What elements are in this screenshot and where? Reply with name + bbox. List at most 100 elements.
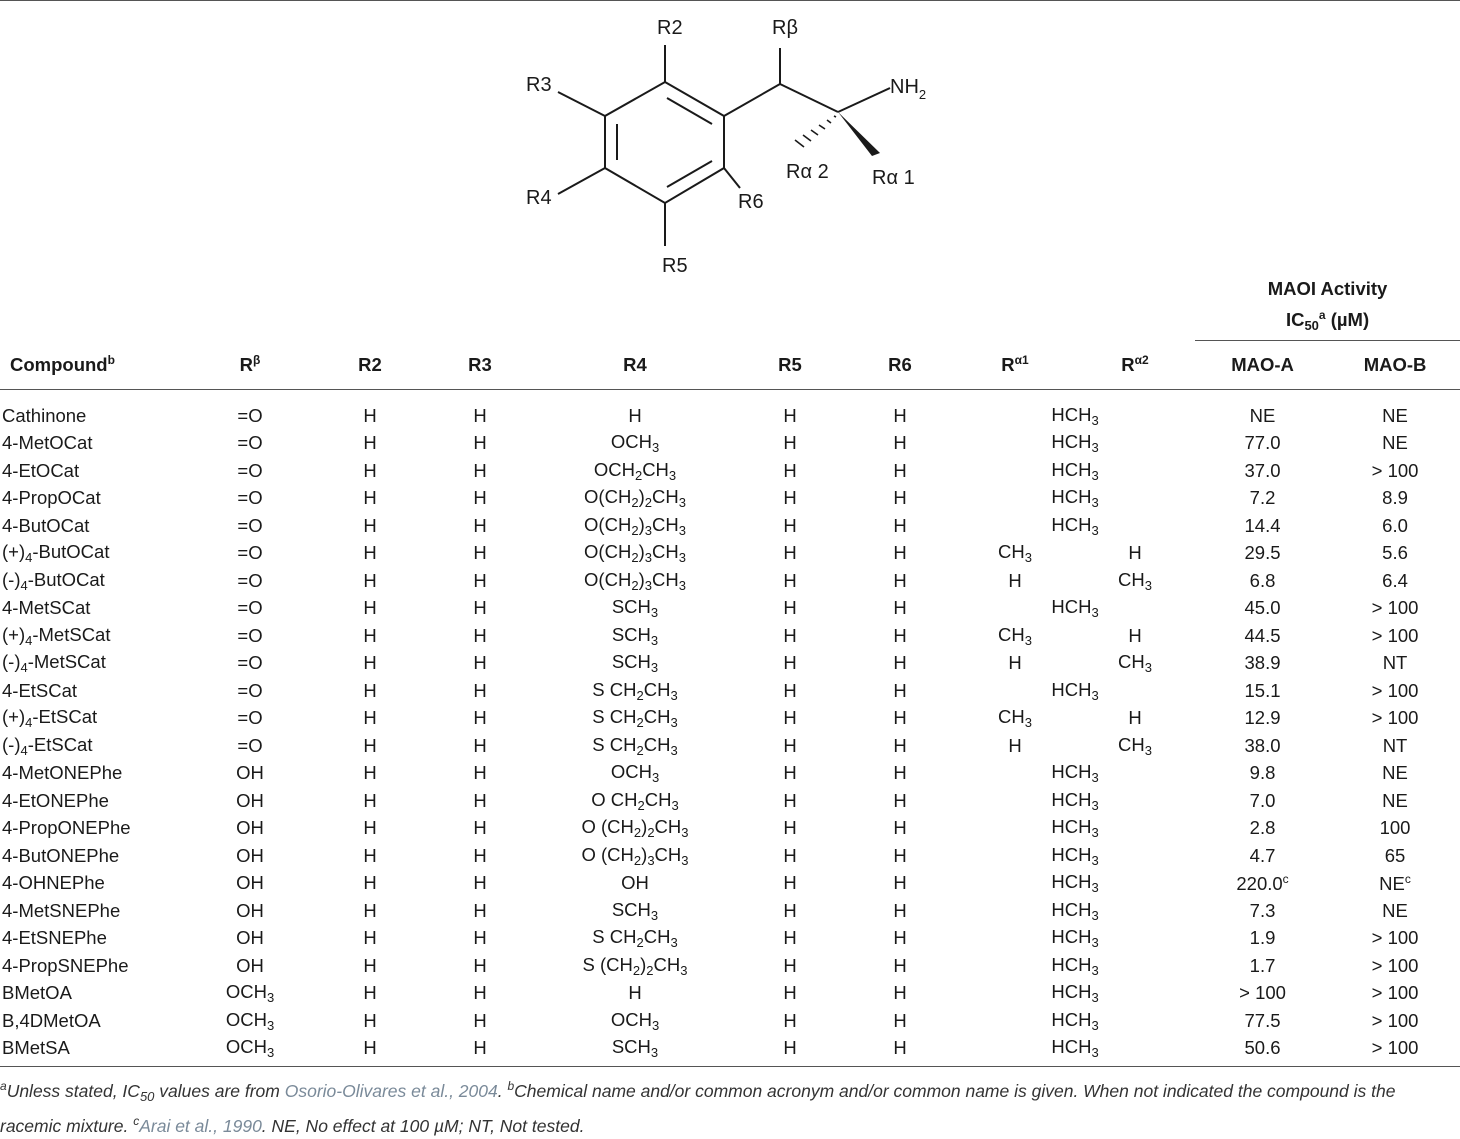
table-row: 4-EtSNEPhe OH H H S CH2CH3 H H HCH3 1.9 > 100 [0,925,1460,953]
cell-compound: BMetOA [2,982,72,1004]
cell-r3: H [425,1034,535,1067]
cell-r6: H [893,404,907,426]
cell-r4: S (CH2)2CH3 [582,953,688,978]
cell-ralpha2: H [1128,707,1142,729]
cell-r3: H [473,542,487,564]
cell-r6: H [893,872,907,894]
cell-maob: 6.4 [1382,569,1408,591]
cell-ralpha-merged: HCH3 [1051,926,1099,951]
cell-r3: H [473,789,487,811]
cell-maob: NT [1382,734,1408,756]
bond-ring-cbeta [723,83,781,117]
cell-r3: H [473,624,487,646]
table-row: (+)4-MetSCat =O H H SCH3 H H CH3 H 44.5 > 100 [0,622,1460,650]
cell-compound: 4-EtONEPhe [2,789,109,811]
cell-r4: H [628,404,642,426]
cell-r6: H [893,514,907,536]
cell-ralpha2: H [1128,624,1142,646]
cell-ralpha1: CH3 [998,623,1032,648]
cell-compound: (+)4-EtSCat [2,706,98,731]
cell-r6: H [893,679,907,701]
cell-r4: S CH2CH3 [592,733,678,758]
cell-r2: H [363,844,377,866]
cell-maob: NE [1382,762,1408,784]
cell-maoa: 2.8 [1249,817,1276,839]
cell-maob: NEc [1379,871,1411,894]
cell-r2: H [315,1034,425,1067]
cell-compound: (+)4-MetSCat [2,623,111,648]
cell-r3: H [473,679,487,701]
label-r3: R3 [526,74,552,96]
cell-compound: (-)4-EtSCat [2,733,93,758]
cell-r2: H [363,734,377,756]
cell-rbeta: OCH3 [185,1034,315,1067]
col-r3: R3 [425,340,535,390]
cell-r4: SCH3 [611,596,659,621]
table-body: Cathinone =O H H H H H HCH3 NE NE 4-MetOCat =O H H OCH… [0,390,1460,1067]
label-nh2: NH2 [890,76,926,102]
cell-maoa: 37.0 [1244,459,1281,481]
cell-r2: H [363,1009,377,1031]
cell-r3: H [473,652,487,674]
table-row: BMetOA OCH3 H H H H H HCH3 > 100 > 100 [0,980,1460,1008]
cell-r4: S CH2CH3 [592,706,678,731]
table-footnote: aUnless stated, IC50 values are from Oso… [0,1079,1396,1136]
cell-ralpha-merged: HCH3 [1051,761,1099,786]
cell-r4: O (CH2)2CH3 [581,816,689,841]
table-row: (+)4-EtSCat =O H H S CH2CH3 H H CH3 H 12.9 > 100 [0,705,1460,733]
cell-maoa: NE [1249,404,1276,426]
cell-maob: 8.9 [1382,487,1408,509]
cell-compound: (-)4-ButOCat [2,568,105,593]
cell-ralpha-merged: HCH3 [1051,898,1099,923]
table-row: 4-ButONEPhe OH H H O (CH2)3CH3 H H HCH3 4.7 65 [0,842,1460,870]
cell-r2: H [363,404,377,426]
reference-link-osorio[interactable]: Osorio-Olivares et al., 2004 [284,1081,498,1101]
cell-r6: H [845,1034,955,1067]
cell-r3: H [473,1009,487,1031]
cell-compound: 4-MetSNEPhe [2,899,121,921]
table-row: 4-MetSCat =O H H SCH3 H H HCH3 45.0 > 100 [0,595,1460,623]
col-ralpha2: Rα2 [1075,340,1196,390]
cell-maob: 5.6 [1382,542,1408,564]
cell-r5: H [783,734,797,756]
col-rbeta: Rβ [185,340,315,390]
cell-r5: H [783,514,797,536]
cell-r6: H [893,1009,907,1031]
cell-r6: H [893,789,907,811]
cell-r5: H [783,817,797,839]
cell-r4: OCH2CH3 [593,458,677,483]
cell-maoa: 77.5 [1244,1009,1281,1031]
cell-rbeta: OH [236,789,264,811]
cell-r3: H [473,707,487,729]
cell-maob: > 100 [1371,679,1419,701]
cell-r3: H [473,569,487,591]
cell-compound: BMetSA [0,1034,185,1067]
cell-maoa: 1.7 [1249,954,1276,976]
label-r4: R4 [526,187,552,209]
cell-r3: H [473,982,487,1004]
table-row: 4-PropOCat =O H H O(CH2)2CH3 H H HCH3 7.2 8.9 [0,485,1460,513]
cell-maoa: 45.0 [1244,597,1281,619]
cell-r5: H [783,872,797,894]
cell-compound: Cathinone [2,404,87,426]
reference-link-arai[interactable]: Arai et al., 1990 [139,1116,262,1136]
cell-maob: NE [1382,404,1408,426]
cell-r3: H [473,872,487,894]
col-r4: R4 [535,340,735,390]
cell-r4: SCH3 [535,1034,735,1067]
cell-r5: H [783,569,797,591]
cell-maoa: 1.9 [1249,927,1276,949]
cell-compound: 4-OHNEPhe [2,872,105,894]
cell-r3: H [473,762,487,784]
cell-compound: 4-MetOCat [2,432,93,454]
cell-r4: O(CH2)2CH3 [584,486,686,511]
cell-rbeta: =O [237,404,263,426]
cell-ralpha-merged: HCH3 [1051,596,1099,621]
cell-r6: H [893,624,907,646]
cell-r5: H [735,1034,845,1067]
cell-compound: 4-PropOCat [2,487,101,509]
col-maoa: MAO-A [1195,340,1331,390]
cell-maoa: 4.7 [1249,844,1276,866]
cell-rbeta: =O [237,679,263,701]
column-header-row: Compoundb Rβ R2 R3 R4 R5 R6 Rα1 Rα2 MAO-… [0,340,1460,390]
